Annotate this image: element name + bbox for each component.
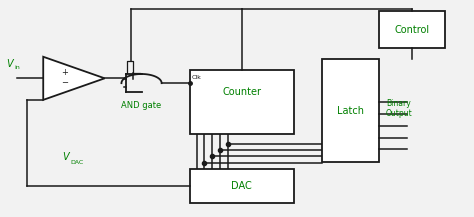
Text: in: in [14, 65, 20, 70]
Text: V: V [62, 152, 69, 162]
Bar [379, 12, 445, 48]
Text: Clk: Clk [192, 75, 202, 80]
Bar [190, 70, 294, 134]
Text: Latch: Latch [337, 106, 364, 116]
Text: Counter: Counter [222, 87, 261, 97]
Text: Control: Control [394, 25, 429, 35]
Text: DAC: DAC [231, 181, 252, 191]
Text: AND gate: AND gate [121, 101, 162, 110]
Text: −: − [61, 79, 68, 87]
Text: +: + [61, 68, 68, 77]
Text: V: V [6, 59, 13, 69]
Bar [322, 59, 379, 162]
Text: DAC: DAC [70, 160, 83, 165]
Bar [190, 169, 294, 203]
Text: Binary
Output: Binary Output [386, 99, 413, 118]
Polygon shape [43, 57, 105, 100]
